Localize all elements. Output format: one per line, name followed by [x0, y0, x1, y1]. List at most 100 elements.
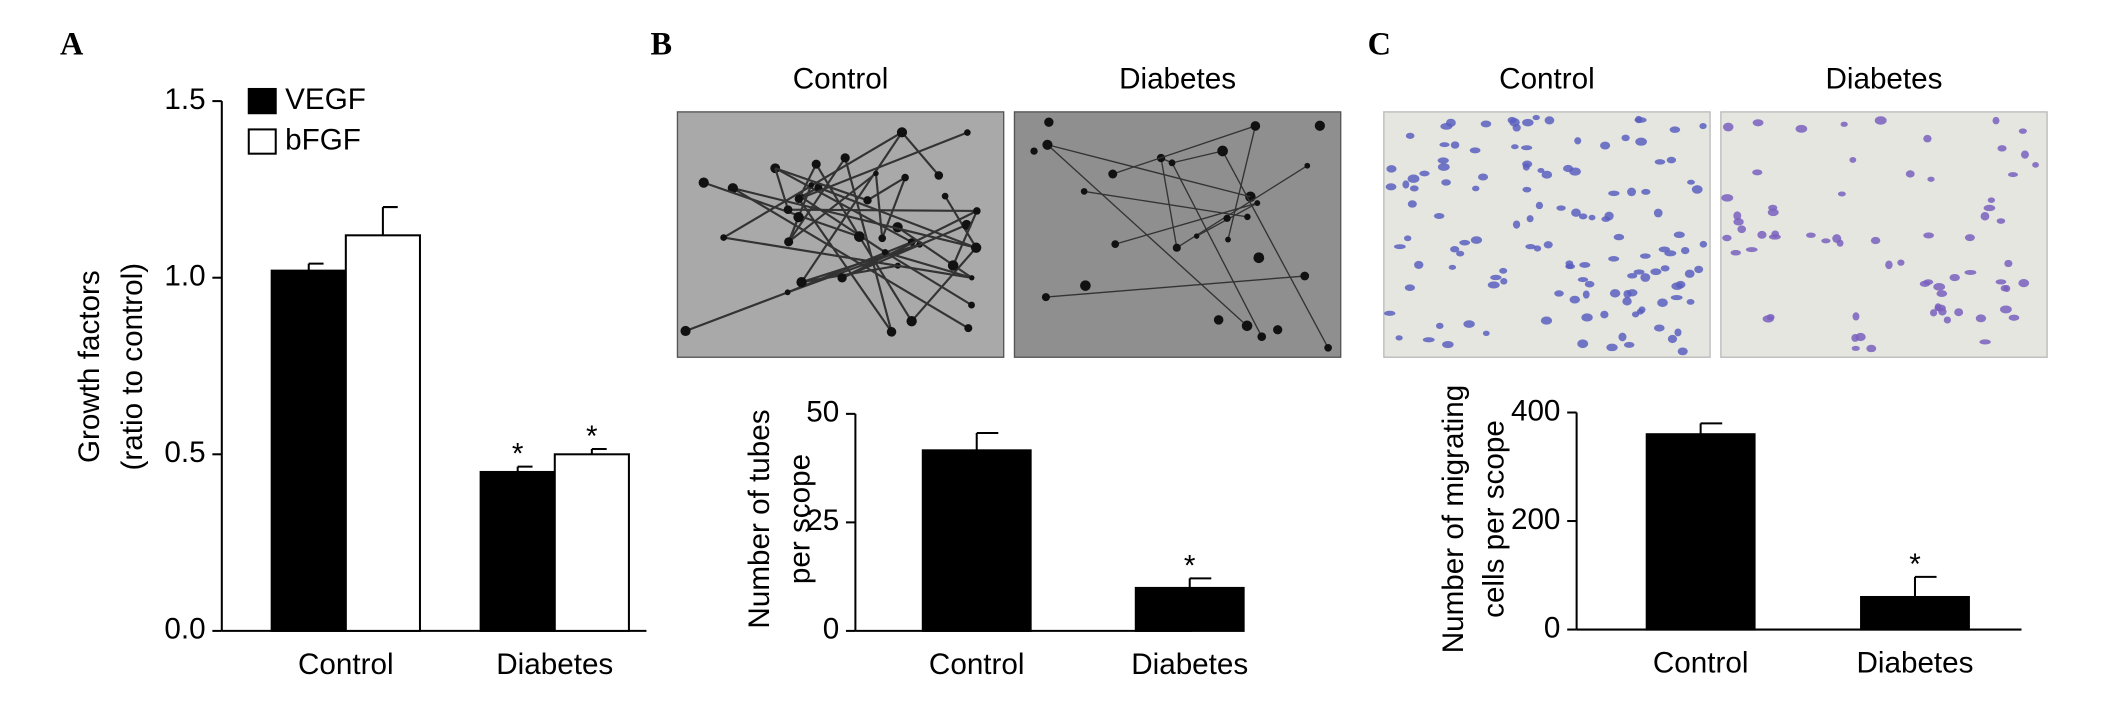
- bar: [1860, 595, 1970, 631]
- y-tick-label: 25: [806, 504, 839, 537]
- cell: [1433, 213, 1445, 220]
- cell: [1667, 334, 1678, 344]
- cell: [1404, 284, 1415, 292]
- cell: [1852, 312, 1860, 321]
- image-label: Diabetes: [1825, 63, 1942, 96]
- cell: [1448, 264, 1457, 270]
- node: [808, 182, 815, 188]
- node: [783, 205, 793, 215]
- node: [1225, 236, 1231, 243]
- cell: [1459, 239, 1471, 246]
- cell: [1766, 313, 1775, 321]
- cell: [1923, 134, 1932, 143]
- node: [854, 231, 865, 242]
- node: [680, 325, 691, 337]
- cell: [1641, 188, 1651, 195]
- cell: [1384, 310, 1396, 316]
- cell: [1684, 269, 1695, 278]
- x-tick-label: Diabetes: [1856, 646, 1973, 679]
- node: [1080, 280, 1091, 291]
- cell: [1526, 215, 1534, 223]
- tube: [1171, 150, 1223, 164]
- cell: [1414, 260, 1424, 269]
- cell: [1885, 260, 1893, 270]
- cell: [1588, 214, 1596, 221]
- cell: [1522, 118, 1534, 127]
- tube: [788, 208, 977, 212]
- micrograph-bg: [1383, 111, 1711, 358]
- cell: [1767, 208, 1779, 217]
- cell: [1995, 279, 2007, 285]
- error-bar: [590, 447, 607, 455]
- cell: [1987, 197, 1996, 203]
- node: [1030, 147, 1038, 155]
- y-tick-label: 1.0: [164, 260, 205, 293]
- cell: [1631, 311, 1640, 318]
- cell: [1522, 186, 1532, 193]
- cell: [1456, 250, 1465, 257]
- cell: [1541, 170, 1553, 179]
- tube: [1084, 190, 1248, 218]
- node: [1300, 271, 1310, 281]
- cell: [1660, 265, 1670, 272]
- cell: [1680, 246, 1690, 255]
- cell: [1870, 236, 1881, 245]
- cell: [1537, 167, 1545, 173]
- cell: [1806, 232, 1816, 238]
- x-tick-label: Diabetes: [496, 648, 613, 681]
- y-tick-label: 0.0: [164, 613, 205, 646]
- cell: [1402, 180, 1410, 189]
- cell: [1795, 124, 1808, 133]
- error-bar: [1913, 575, 1937, 597]
- node: [873, 170, 879, 177]
- node: [840, 153, 850, 163]
- node: [793, 211, 804, 223]
- cell: [1975, 314, 1987, 323]
- cell: [1621, 134, 1630, 142]
- tube: [1045, 275, 1305, 298]
- tube: [1222, 150, 1329, 349]
- cell: [1407, 174, 1420, 183]
- y-axis-label: Number of migrating: [1437, 385, 1470, 654]
- cell: [1450, 246, 1460, 253]
- cell: [1837, 191, 1846, 197]
- cell: [1582, 290, 1590, 299]
- cell: [1730, 249, 1741, 256]
- cell: [1964, 234, 1975, 242]
- cell: [1627, 273, 1638, 279]
- cell: [1470, 236, 1483, 244]
- panel-label: B: [650, 26, 672, 62]
- node: [896, 127, 908, 138]
- cell: [1849, 157, 1857, 163]
- node: [1111, 240, 1120, 248]
- cell: [1919, 280, 1931, 287]
- tube: [841, 223, 968, 279]
- node: [1304, 162, 1311, 169]
- bar: [553, 453, 630, 632]
- cell: [1404, 235, 1412, 242]
- cell: [1666, 156, 1677, 164]
- y-tick-label: 200: [1511, 503, 1560, 536]
- cell: [1525, 244, 1536, 250]
- cell: [1472, 185, 1480, 192]
- bar: [270, 269, 347, 632]
- x-tick-label: Control: [1653, 646, 1749, 679]
- cell: [2018, 128, 2027, 134]
- cell: [1577, 339, 1589, 349]
- y-tick-label: 1.5: [164, 83, 205, 116]
- cell: [1691, 185, 1703, 194]
- cell: [1905, 170, 1915, 178]
- node: [901, 173, 909, 182]
- node: [969, 275, 975, 281]
- cell: [1437, 157, 1449, 164]
- tube: [884, 251, 973, 279]
- cell: [1745, 247, 1758, 253]
- error-bar: [1188, 577, 1212, 588]
- cell: [1638, 306, 1646, 314]
- cell: [1500, 277, 1508, 285]
- image-label: Control: [793, 63, 889, 96]
- node: [973, 207, 981, 215]
- node: [1314, 120, 1325, 131]
- cell: [1983, 204, 1996, 212]
